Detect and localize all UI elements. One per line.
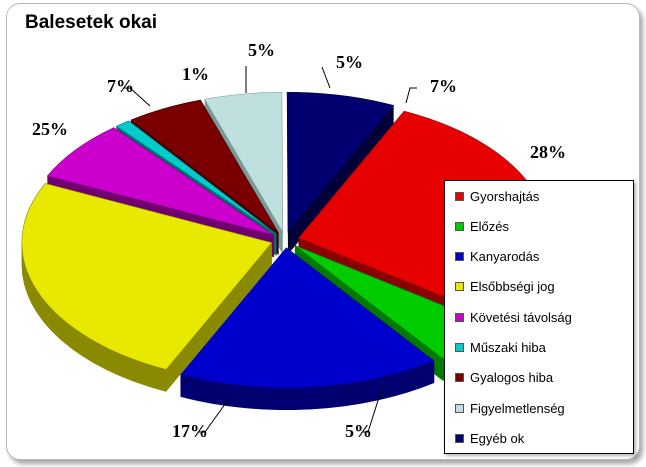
slice-label-0: 28%	[530, 142, 566, 162]
leader-line-8	[405, 87, 417, 104]
pie-slice-3	[21, 183, 273, 392]
pie-slice-2	[180, 247, 435, 411]
slice-label-5: 1%	[182, 64, 209, 84]
legend-label: Figyelmetlenség	[470, 400, 565, 416]
legend-swatch	[455, 312, 464, 322]
chart-title: Balesetek okai	[25, 12, 158, 33]
legend-label: Követési távolság	[470, 309, 572, 325]
legend-label: Gyorshajtás	[470, 188, 540, 204]
legend-label: Egyéb ok	[470, 430, 525, 446]
legend-swatch	[455, 343, 464, 352]
legend-item: Egyéb ok	[455, 428, 524, 448]
legend-label: Műszaki hiba	[470, 340, 546, 355]
legend-item: Elsőbbségi jog	[455, 277, 555, 297]
legend-swatch	[455, 282, 464, 292]
leader-line-7	[321, 66, 331, 89]
legend-label: Előzés	[470, 218, 510, 234]
slice-label-7: 5%	[336, 52, 363, 72]
legend-swatch	[455, 221, 464, 231]
slice-label-2: 17%	[172, 421, 208, 441]
leader-line-2	[198, 399, 229, 433]
pie-slice-top-8	[286, 92, 395, 234]
slice-label-6: 5%	[248, 40, 275, 60]
pie-slice-face-3	[166, 242, 272, 392]
slice-label-8: 7%	[430, 76, 457, 96]
legend-swatch	[455, 191, 464, 201]
slice-label-4: 7%	[107, 76, 134, 96]
leader-line-1	[362, 387, 383, 433]
pie-slice-8	[286, 92, 395, 255]
legend-swatch	[455, 433, 464, 443]
pie-slice-top-7	[204, 91, 284, 234]
legend-item: Műszaki hiba	[455, 338, 546, 358]
slice-label-1: 5%	[345, 421, 372, 441]
pie-slice-top-3	[21, 183, 273, 370]
leader-line-4	[124, 87, 151, 107]
legend-item: Gyalogos hiba	[455, 368, 553, 388]
legend-item: Előzés	[455, 216, 509, 236]
pie-slice-top-2	[180, 247, 435, 389]
legend-swatch	[455, 403, 464, 413]
legend-item: Kanyarodás	[455, 247, 539, 267]
legend-swatch	[455, 373, 464, 383]
legend-item: Követési távolság	[455, 307, 572, 327]
legend-label: Elsőbbségi jog	[470, 279, 555, 295]
pie-slice-face-8	[288, 105, 394, 255]
legend: Gyorshajtás Előzés Kanyarodás Elsőbbségi jo…	[444, 180, 634, 454]
legend-label: Kanyarodás	[470, 249, 540, 265]
legend-swatch	[455, 252, 464, 262]
pie-slice-top-4	[46, 127, 275, 236]
legend-item: Gyorshajtás	[455, 186, 539, 206]
pie-slice-top-6	[130, 99, 279, 234]
pie-slice-top-5	[115, 120, 277, 235]
slice-label-3: 25%	[32, 119, 68, 139]
legend-label: Gyalogos hiba	[470, 370, 554, 386]
legend-item: Figyelmetlenség	[455, 398, 565, 418]
